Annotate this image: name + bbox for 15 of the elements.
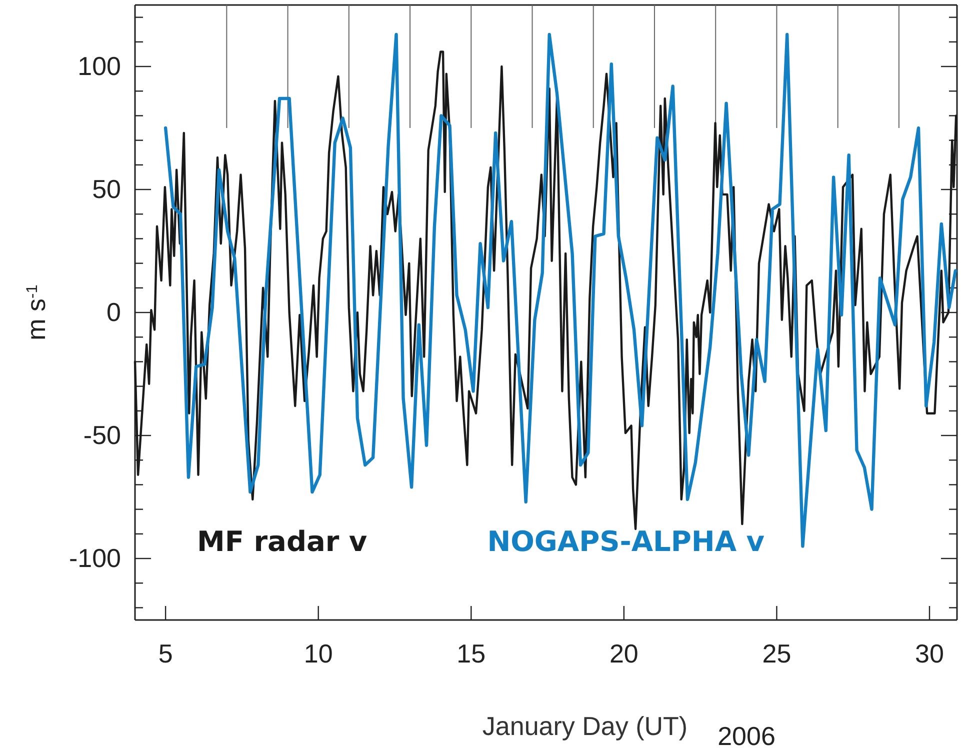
- y-tick-label: 0: [106, 296, 121, 327]
- legend-label: MF radar v: [197, 525, 368, 558]
- x-tick-label: 25: [762, 638, 792, 668]
- text: 2006: [718, 721, 776, 748]
- y-tick-label: 50: [92, 174, 121, 204]
- series-label: NOGAPS-ALPHA v: [487, 525, 765, 558]
- x-tick-label: 15: [456, 638, 486, 668]
- y-tick-label: 100: [78, 50, 121, 81]
- x-tick-label: 30: [915, 638, 944, 668]
- y-tick-label: -50: [83, 420, 121, 450]
- y-tick-label: -100: [68, 542, 121, 573]
- x-tick-label: 10: [304, 638, 333, 668]
- x-axis-title: January Day (UT): [482, 711, 688, 741]
- x-tick-label: 5: [158, 638, 173, 668]
- x-tick-label: 20: [609, 638, 638, 668]
